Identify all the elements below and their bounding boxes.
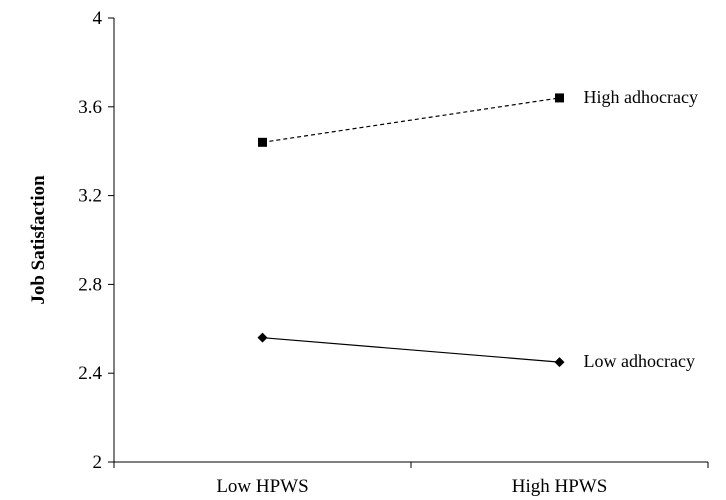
series-line	[262, 97, 560, 143]
data-point-diamond	[257, 332, 268, 343]
data-point-square	[555, 93, 564, 103]
y-ticks: 2 2.4 2.8 3.2 3.6 4	[78, 8, 114, 473]
series-high-adhocracy: High adhocracy	[258, 87, 698, 147]
y-axis-title: Job Satisfaction	[28, 175, 49, 305]
x-ticks: Low HPWS High HPWS	[113, 462, 709, 497]
series-group: High adhocracy Low adhocracy	[257, 87, 698, 371]
y-tick-label: 2.8	[78, 274, 102, 295]
series-label: Low adhocracy	[584, 351, 695, 371]
y-tick-label: 3.6	[78, 97, 102, 118]
data-point-square	[258, 137, 267, 147]
x-tick-label: High HPWS	[512, 476, 608, 497]
series-label: High adhocracy	[584, 87, 698, 107]
y-tick-label: 2.4	[78, 363, 102, 384]
series-line	[262, 337, 560, 363]
y-tick-label: 4	[93, 8, 103, 29]
y-tick-label: 3.2	[78, 186, 102, 207]
series-low-adhocracy: Low adhocracy	[257, 332, 695, 371]
data-point-diamond	[554, 357, 565, 368]
y-tick-label: 2	[93, 452, 103, 473]
x-tick-label: Low HPWS	[216, 476, 308, 497]
axes	[113, 18, 708, 463]
